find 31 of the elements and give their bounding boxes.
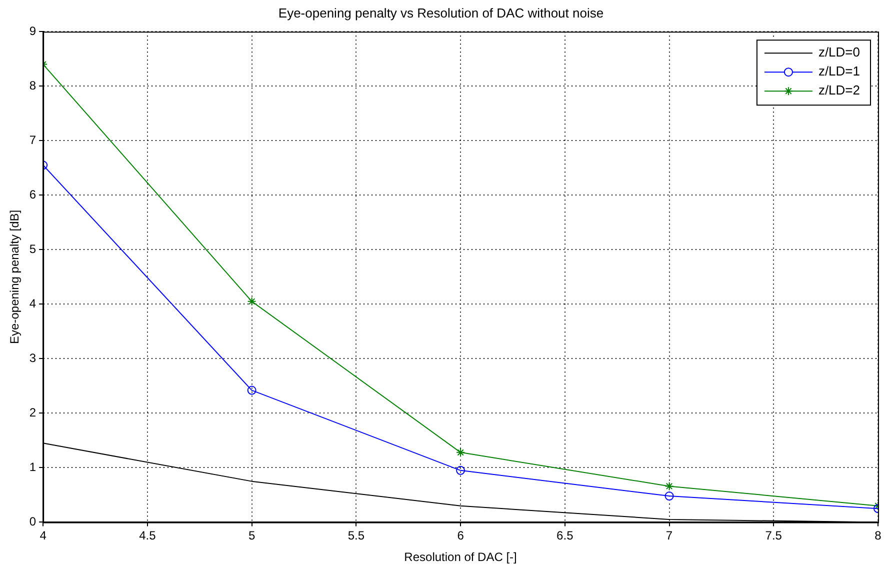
y-tick-label: 9 (29, 24, 36, 38)
legend-label: z/LD=0 (818, 44, 860, 60)
y-tick-label: 4 (29, 296, 36, 310)
legend-label: z/LD=2 (818, 82, 860, 98)
y-tick-label: 2 (29, 405, 36, 420)
chart-title: Eye-opening penalty vs Resolution of DAC without noise (278, 5, 604, 20)
y-tick-label: 8 (29, 78, 36, 92)
y-axis-title: Eye-opening penalty [dB] (8, 210, 22, 344)
x-tick-label: 4.5 (139, 528, 156, 543)
y-tick-label: 0 (29, 514, 36, 529)
y-tick-label: 5 (29, 242, 36, 256)
point (456, 448, 466, 457)
x-tick-label: 6.5 (556, 528, 574, 543)
x-tick-label: 7.5 (765, 528, 782, 543)
y-tick-label: 1 (29, 460, 36, 474)
x-axis-title: Resolution of DAC [-] (404, 550, 517, 564)
y-tick-label: 6 (29, 187, 36, 202)
y-tick-label: 7 (29, 132, 36, 147)
point (247, 386, 256, 395)
legend-label: z/LD=1 (818, 64, 860, 79)
x-tick-label: 8 (874, 528, 882, 543)
y-tick-label: 3 (29, 350, 36, 365)
x-tick-label: 7 (666, 528, 673, 543)
point (247, 296, 256, 306)
point (456, 466, 466, 475)
x-tick-label: 5 (248, 528, 256, 543)
x-tick-label: 6 (457, 528, 464, 543)
point (664, 482, 674, 491)
point (664, 492, 674, 501)
x-tick-label: 5.5 (348, 528, 365, 543)
x-tick-label: 4 (40, 528, 47, 543)
